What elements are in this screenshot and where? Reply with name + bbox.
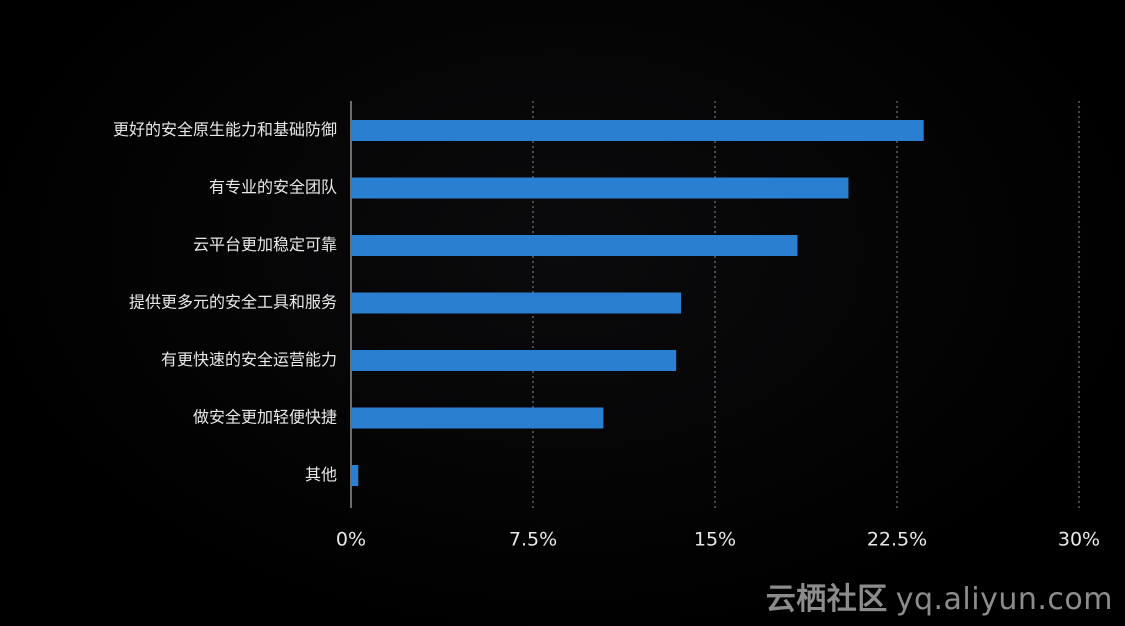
x-tick-label: 0% [336,529,366,551]
watermark-brand: 云栖社区 [765,582,888,617]
bar [351,465,359,486]
bar-layer [351,120,924,486]
category-label: 云平台更加稳定可靠 [193,235,337,254]
bar [351,120,924,141]
category-label: 有专业的安全团队 [209,178,337,197]
category-label: 其他 [305,465,337,484]
category-label: 做安全更加轻便快捷 [193,408,337,427]
bar [351,235,798,256]
watermark: 云栖社区 yq.aliyun.com [766,574,1113,618]
bar [351,177,849,199]
category-label: 更好的安全原生能力和基础防御 [113,120,337,139]
category-label: 有更快速的安全运营能力 [161,350,337,369]
x-tick-label: 15% [694,529,736,551]
bar [351,407,604,429]
x-tick-label: 30% [1058,529,1100,551]
x-tick-label: 7.5% [509,529,557,551]
category-label-layer: 更好的安全原生能力和基础防御有专业的安全团队云平台更加稳定可靠提供更多元的安全工… [113,120,337,484]
category-label: 提供更多元的安全工具和服务 [129,293,337,312]
bar [351,292,682,314]
bar [351,350,677,371]
tick-label-layer: 0% 7.5% 15% 22.5% 30% [336,529,1100,551]
x-tick-label: 22.5% [867,529,927,551]
watermark-url: yq.aliyun.com [895,582,1113,617]
